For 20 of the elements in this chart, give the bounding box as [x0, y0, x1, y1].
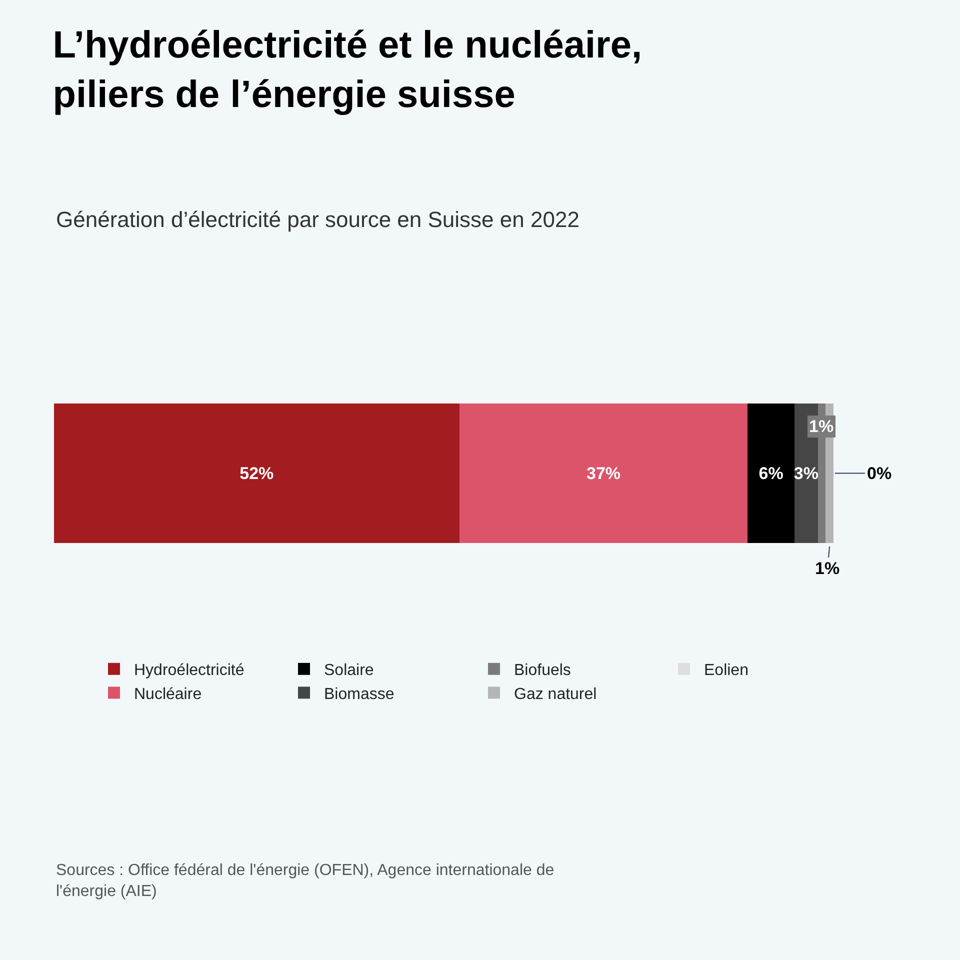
- chart-title: L’hydroélectricité et le nucléaire, piliers de l’énergie suisse: [52, 24, 642, 116]
- data-label: 1%: [815, 559, 840, 578]
- legend-label: Gaz naturel: [514, 686, 597, 703]
- chart-subtitle: Génération d’électricité par source en Suisse en 2022: [56, 207, 580, 232]
- legend-label: Solaire: [324, 662, 374, 680]
- data-label: 3%: [794, 464, 818, 483]
- legend-label: Biomasse: [324, 686, 394, 703]
- source-note: Sources : Office fédéral de l'énergie (OFEN), Agence internationale de l'énergie (AIE): [56, 862, 554, 900]
- data-label: 0%: [867, 464, 892, 483]
- bar: [54, 404, 460, 543]
- bar: [459, 404, 748, 543]
- data-label: 37%: [586, 464, 621, 483]
- data-label: 1%: [809, 417, 834, 436]
- legend-label: Nucléaire: [134, 686, 202, 703]
- legend-label: Eolien: [704, 662, 748, 680]
- legend-label: Biofuels: [514, 662, 571, 680]
- bar: [748, 404, 794, 543]
- data-label: 6%: [758, 464, 784, 483]
- data-label: 52%: [240, 464, 274, 483]
- legend-label: Hydroélectricité: [134, 662, 244, 680]
